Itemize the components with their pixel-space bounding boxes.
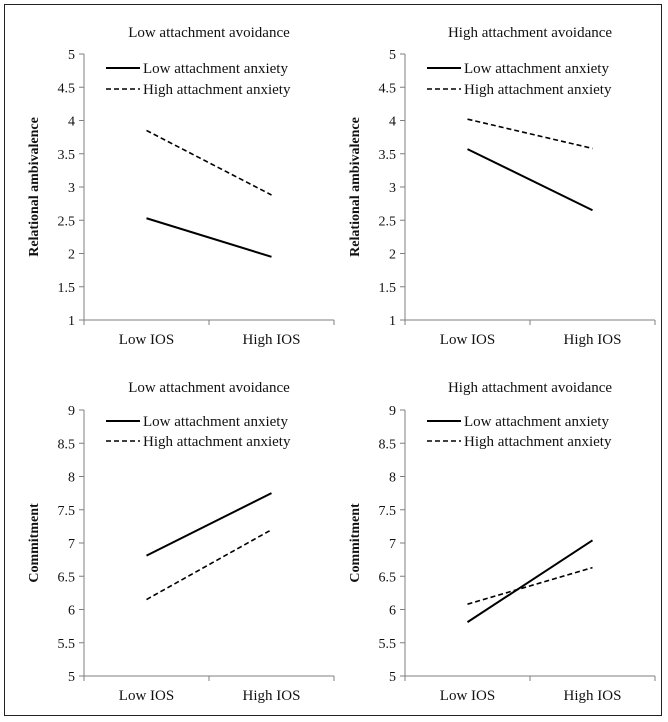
- y-tick-label: 4: [68, 115, 75, 130]
- chart-panel-3: Low attachment avoidance 5 5.5 6 6.5 7 7.5 8 8.5…: [27, 380, 335, 704]
- series-line-high-anxiety: [146, 529, 272, 601]
- legend-label: Low attachment anxiety: [464, 61, 609, 77]
- legend-label: Low attachment anxiety: [464, 414, 609, 430]
- figure-frame: [4, 4, 662, 716]
- y-tick-label: 6.5: [58, 570, 76, 585]
- legend-label: High attachment anxiety: [143, 434, 291, 450]
- series-line-low-anxiety: [146, 492, 272, 557]
- legend-label: High attachment anxiety: [464, 434, 612, 450]
- x-category-label: Low IOS: [119, 332, 174, 348]
- chart-title: Low attachment avoidance: [128, 380, 290, 396]
- y-tick-label: 5: [68, 48, 75, 63]
- y-tick-label: 8: [68, 471, 75, 486]
- chart-title: Low attachment avoidance: [128, 25, 290, 41]
- series-line-low-anxiety: [467, 148, 593, 212]
- x-category-label: Low IOS: [119, 688, 174, 704]
- chart-panel-1: Low attachment avoidance 1 1.5 2 2.5 3 3.5 4 4.5…: [27, 25, 335, 348]
- y-tick-label: 2: [389, 248, 396, 263]
- y-axis-label: Commitment: [27, 503, 42, 583]
- series-line-low-anxiety: [146, 217, 272, 258]
- y-tick-label: 7: [68, 537, 75, 552]
- series-line-high-anxiety: [146, 129, 272, 196]
- y-tick-label: 7.5: [379, 504, 397, 519]
- y-tick-label: 2: [68, 248, 75, 263]
- y-tick-label: 7: [389, 537, 396, 552]
- x-category-label: High IOS: [564, 688, 622, 704]
- y-tick-label: 5: [389, 670, 396, 685]
- y-tick-label: 3: [389, 181, 396, 196]
- y-tick-label: 5.5: [379, 637, 397, 652]
- chart-title: High attachment avoidance: [448, 380, 612, 396]
- y-tick-label: 3: [68, 181, 75, 196]
- y-tick-label: 3.5: [379, 148, 397, 163]
- y-axis-label: Relational ambivalence: [348, 117, 363, 257]
- series-line-low-anxiety: [466, 539, 594, 623]
- y-tick-label: 5: [68, 670, 75, 685]
- y-tick-label: 5: [389, 48, 396, 63]
- y-tick-label: 1.5: [379, 281, 397, 296]
- legend-label: High attachment anxiety: [464, 82, 612, 98]
- legend-label: Low attachment anxiety: [143, 414, 288, 430]
- y-axis-label: Relational ambivalence: [27, 117, 42, 257]
- y-tick-label: 8: [389, 471, 396, 486]
- y-tick-label: 3.5: [58, 148, 76, 163]
- y-tick-label: 1.5: [58, 281, 76, 296]
- y-tick-label: 1: [389, 314, 396, 329]
- x-category-label: High IOS: [243, 688, 301, 704]
- chart-panel-2: High attachment avoidance 1 1.5 2 2.5 3 3.5 4 4.…: [348, 25, 656, 348]
- y-tick-label: 9: [389, 404, 396, 419]
- y-tick-label: 6: [389, 604, 396, 619]
- y-axis-label: Commitment: [348, 503, 363, 583]
- x-category-label: High IOS: [243, 332, 301, 348]
- y-tick-label: 1: [68, 314, 75, 329]
- series-line-high-anxiety: [467, 118, 593, 150]
- y-tick-label: 6.5: [379, 570, 397, 585]
- legend-label: Low attachment anxiety: [143, 61, 288, 77]
- y-tick-label: 9: [68, 404, 75, 419]
- chart-title: High attachment avoidance: [448, 25, 612, 41]
- legend-label: High attachment anxiety: [143, 82, 291, 98]
- x-category-label: High IOS: [564, 332, 622, 348]
- y-tick-label: 5.5: [58, 637, 76, 652]
- y-tick-label: 4.5: [58, 81, 76, 96]
- y-tick-label: 2.5: [379, 214, 397, 229]
- y-tick-label: 4: [389, 115, 396, 130]
- x-category-label: Low IOS: [440, 332, 495, 348]
- y-tick-label: 8.5: [58, 437, 76, 452]
- y-tick-label: 7.5: [58, 504, 76, 519]
- x-category-label: Low IOS: [440, 688, 495, 704]
- series-line-high-anxiety: [467, 566, 593, 605]
- chart-panel-4: High attachment avoidance 5 5.5 6 6.5 7 7.5 8 8.…: [348, 380, 656, 704]
- y-tick-label: 4.5: [379, 81, 397, 96]
- y-tick-label: 2.5: [58, 214, 76, 229]
- y-tick-label: 6: [68, 604, 75, 619]
- y-tick-label: 8.5: [379, 437, 397, 452]
